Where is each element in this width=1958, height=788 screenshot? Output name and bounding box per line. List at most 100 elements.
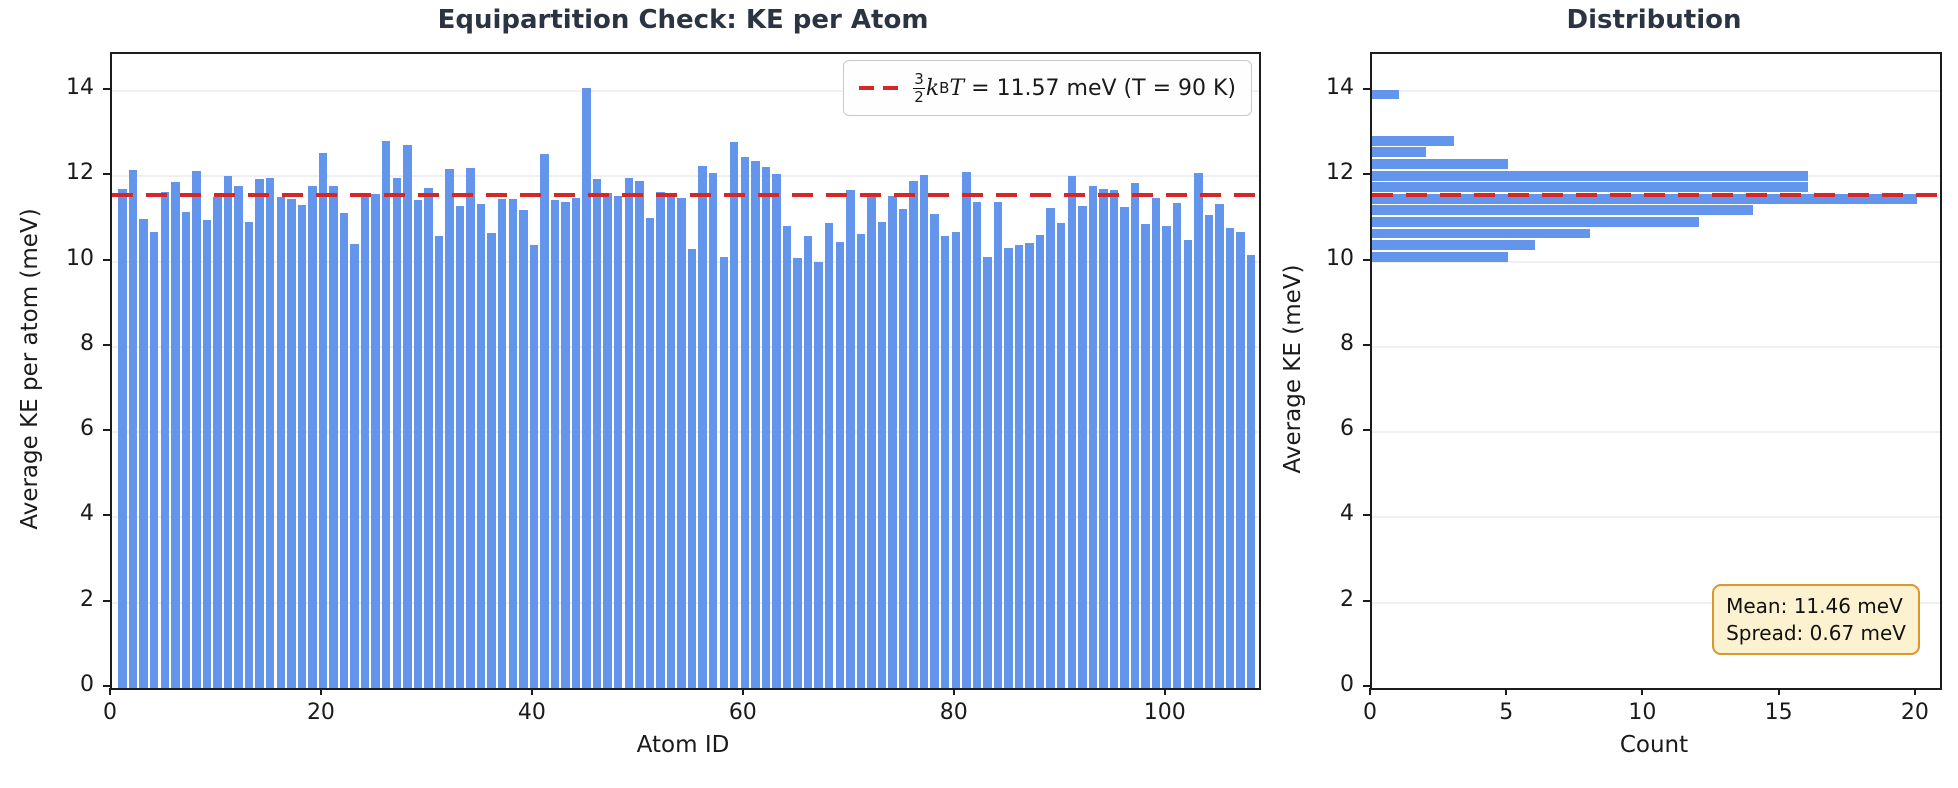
atom-ke-bar [213,197,222,688]
x-tick-label-5: 5 [1499,700,1514,725]
histogram-bar [1372,228,1590,239]
atom-ke-bar [445,168,454,688]
atom-ke-bar [1162,226,1171,688]
atom-ke-bar [498,198,507,688]
atom-ke-bar [1215,204,1224,688]
histogram-bar [1372,135,1454,146]
atom-ke-bar [909,181,918,688]
atom-ke-bar [1236,231,1245,688]
x-tick-label-20: 20 [1900,700,1929,725]
y-tick-12 [1363,173,1370,176]
y-tick-6 [103,429,110,432]
gridline-y10 [1372,260,1940,263]
atom-ke-bar [1130,182,1140,688]
atom-ke-bar [244,221,254,688]
atom-ke-bar [192,170,201,688]
y-tick-label-14: 14 [66,75,94,101]
x-tick-label-20: 20 [306,700,335,725]
atom-ke-bar [1025,242,1034,688]
atom-ke-bar [339,213,349,688]
atom-ke-bar [1173,203,1182,688]
atom-ke-bar [171,181,180,688]
atom-ke-bar [128,169,138,688]
atom-ke-bar [582,88,591,688]
y-tick-label-10: 10 [66,245,94,271]
atom-ke-bar [824,223,834,688]
y-tick-2 [1363,599,1370,602]
histogram-bar [1372,89,1400,100]
atom-ke-bar [403,145,412,688]
y-tick-label-14: 14 [1326,75,1354,101]
atom-ke-bar [1225,228,1235,688]
atom-ke-bar [561,201,570,688]
atom-ke-bar [519,210,528,688]
y-tick-14 [1363,88,1370,91]
y-tick-label-12: 12 [1326,160,1354,186]
atom-ke-bar [603,192,612,688]
x-tick-100 [1163,688,1166,695]
x-tick-label-60: 60 [728,700,757,725]
atom-ke-bar [508,198,517,688]
dashed-reference-line-sample [859,86,899,90]
spread-value: Spread: 0.67 meV [1726,620,1906,645]
atom-ke-bar [255,179,264,688]
y-tick-label-2: 2 [1340,586,1354,612]
stats-annotation: Mean: 11.46 meV Spread: 0.67 meV [1712,584,1920,655]
atom-ke-bar [972,201,982,688]
atom-ke-bar [392,178,401,688]
x-tick-80 [952,688,955,695]
right-xlabel: Count [1619,732,1689,758]
y-tick-label-10: 10 [1326,245,1354,271]
histogram-bar [1372,159,1509,170]
atom-ke-bar [413,199,423,688]
atom-ke-bar [1046,207,1055,688]
atom-ke-bar [656,192,665,688]
x-tick-label-0: 0 [103,700,117,725]
atom-ke-bar [698,165,707,688]
atom-ke-bar [951,231,960,688]
atom-ke-bar [888,196,897,688]
histogram-bar [1372,251,1509,262]
atom-ke-bar [181,212,191,688]
x-tick-10 [1641,688,1644,695]
atom-ke-bar [793,258,802,688]
atom-ke-bar [371,194,380,688]
left-xlabel: Atom ID [636,732,730,758]
gridline-y14 [1372,90,1940,93]
atom-ke-bar [666,194,676,688]
y-tick-4 [103,514,110,517]
y-tick-2 [103,599,110,602]
atom-ke-bar [202,219,212,688]
atom-ke-bar [223,175,233,688]
atom-ke-bar [329,186,338,688]
atom-ke-bar [529,245,539,688]
atom-ke-bar [867,196,876,688]
atom-ke-bar [1120,207,1129,688]
atom-ke-bar [571,198,581,688]
atom-ke-bar [708,172,718,688]
histogram-bar [1372,182,1808,193]
atom-ke-bar [360,192,370,688]
atom-ke-bar [1099,189,1108,688]
atom-ke-bar [835,242,844,688]
y-tick-10 [1363,258,1370,261]
histogram-bar [1372,193,1917,204]
atom-ke-bar [772,173,781,688]
y-tick-6 [1363,429,1370,432]
atom-ke-bar [751,161,760,688]
x-tick-label-40: 40 [517,700,546,725]
atom-ke-bar [276,197,285,688]
atom-ke-bar [962,171,971,688]
y-tick-label-8: 8 [1340,330,1354,356]
atom-ke-bar [941,236,950,688]
atom-ke-bar [919,175,929,688]
atom-ke-bar [719,256,728,688]
y-tick-label-12: 12 [66,160,94,186]
atom-ke-bar [624,178,634,688]
histogram-bar [1372,205,1754,216]
y-tick-4 [1363,514,1370,517]
left-chart-title: Equipartition Check: KE per Atom [437,5,929,35]
x-tick-20 [1913,688,1916,695]
atom-ke-bar [149,232,159,688]
